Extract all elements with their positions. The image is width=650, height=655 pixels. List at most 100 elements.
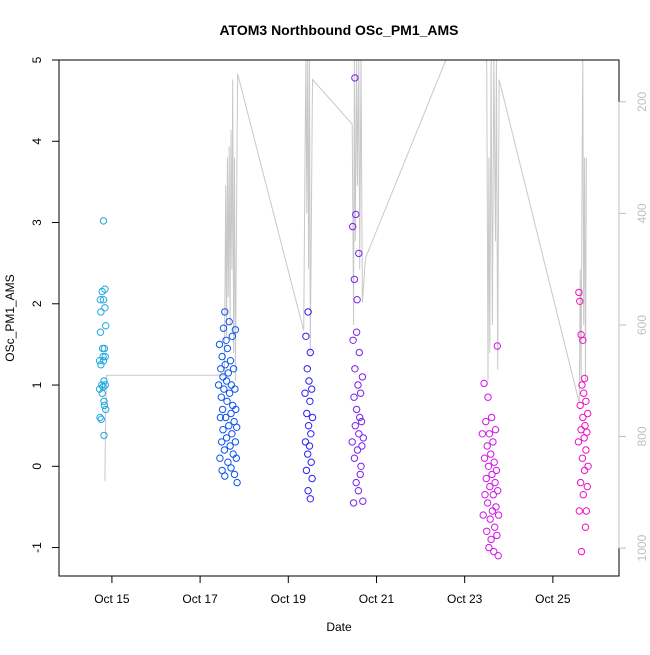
y-tick-label: 4 [30, 138, 44, 145]
chart-title: ATOM3 Northbound OSc_PM1_AMS [219, 22, 458, 38]
data-point [490, 547, 498, 556]
data-point [224, 458, 232, 466]
x-tick-label: Oct 25 [535, 592, 571, 606]
data-point [216, 454, 224, 462]
x-tick-label: Oct 23 [447, 592, 483, 606]
right-tick-label: 200 [635, 91, 649, 111]
data-point [221, 361, 229, 369]
x-tick-label: Oct 21 [359, 592, 395, 606]
data-point [102, 322, 110, 330]
data-point [488, 507, 497, 515]
data-point [483, 527, 491, 535]
data-point [482, 474, 490, 483]
data-point [576, 478, 585, 487]
data-point [230, 470, 239, 479]
data-point [301, 438, 310, 446]
data-point [487, 450, 495, 458]
data-point [303, 409, 311, 418]
data-point [575, 288, 583, 297]
right-tick-label: 1000 [635, 534, 649, 561]
data-point [356, 413, 364, 422]
right-tick-label: 600 [635, 315, 649, 335]
data-point [485, 543, 493, 552]
data-point [306, 397, 314, 405]
data-point [223, 344, 232, 353]
data-point [100, 431, 108, 440]
data-point [225, 389, 234, 397]
data-point [491, 523, 499, 531]
data-point [579, 336, 587, 344]
data-point [305, 377, 313, 385]
data-point [491, 426, 500, 434]
data-point [486, 482, 494, 491]
data-point [305, 442, 314, 450]
data-point [218, 405, 227, 414]
data-point [97, 361, 105, 369]
data-point [99, 352, 107, 361]
y-tick-label: 1 [30, 381, 44, 388]
x-tick-label: Oct 17 [182, 592, 218, 606]
data-point [357, 417, 366, 426]
data-point [582, 507, 591, 515]
data-point [580, 374, 589, 383]
data-point [582, 397, 590, 405]
data-point [577, 547, 586, 556]
data-point [354, 487, 363, 495]
data-point [349, 499, 358, 507]
data-point [308, 474, 316, 483]
data-point [358, 442, 366, 450]
point-cluster-6 [574, 288, 592, 556]
data-point [487, 413, 496, 422]
data-point [222, 413, 230, 422]
point-cluster-5 [478, 342, 503, 560]
data-point [584, 409, 592, 418]
data-point [222, 377, 231, 385]
data-point [354, 381, 362, 389]
data-point [352, 210, 360, 219]
data-point [225, 422, 233, 430]
data-point [308, 413, 317, 422]
data-point [222, 336, 230, 344]
data-point [576, 401, 584, 410]
data-point [492, 503, 500, 511]
data-point [304, 308, 312, 316]
data-point [582, 446, 590, 454]
y-tick-label: 2 [30, 300, 44, 307]
data-point [356, 389, 365, 397]
data-point [101, 285, 109, 293]
data-point [302, 466, 311, 475]
data-point [216, 413, 225, 422]
data-point [349, 222, 357, 231]
data-point [215, 340, 224, 349]
data-point [487, 535, 495, 544]
data-point [479, 511, 487, 519]
data-point [231, 438, 240, 446]
point-cluster-2 [214, 308, 241, 487]
data-point [218, 352, 226, 361]
data-point [99, 217, 108, 225]
data-point [228, 430, 236, 438]
data-point [483, 442, 491, 450]
data-point [99, 357, 108, 365]
right-axis: 200 400 600 800 1000 [618, 91, 649, 561]
data-point [233, 478, 241, 487]
data-point [306, 495, 314, 503]
data-point [221, 472, 229, 480]
data-point [581, 523, 590, 531]
data-point [228, 332, 237, 340]
y-axis: -1 0 1 2 3 4 5 [30, 56, 59, 553]
data-point [221, 308, 229, 316]
data-point [99, 296, 108, 304]
data-point [480, 454, 489, 462]
data-point [492, 466, 501, 475]
data-point [575, 507, 583, 515]
data-point [486, 515, 494, 523]
data-point [96, 413, 104, 422]
data-point [231, 326, 240, 334]
x-tick-label: Oct 15 [94, 592, 130, 606]
data-point [226, 357, 235, 365]
data-point [579, 413, 587, 422]
data-point [357, 462, 365, 470]
data-point [220, 446, 229, 454]
